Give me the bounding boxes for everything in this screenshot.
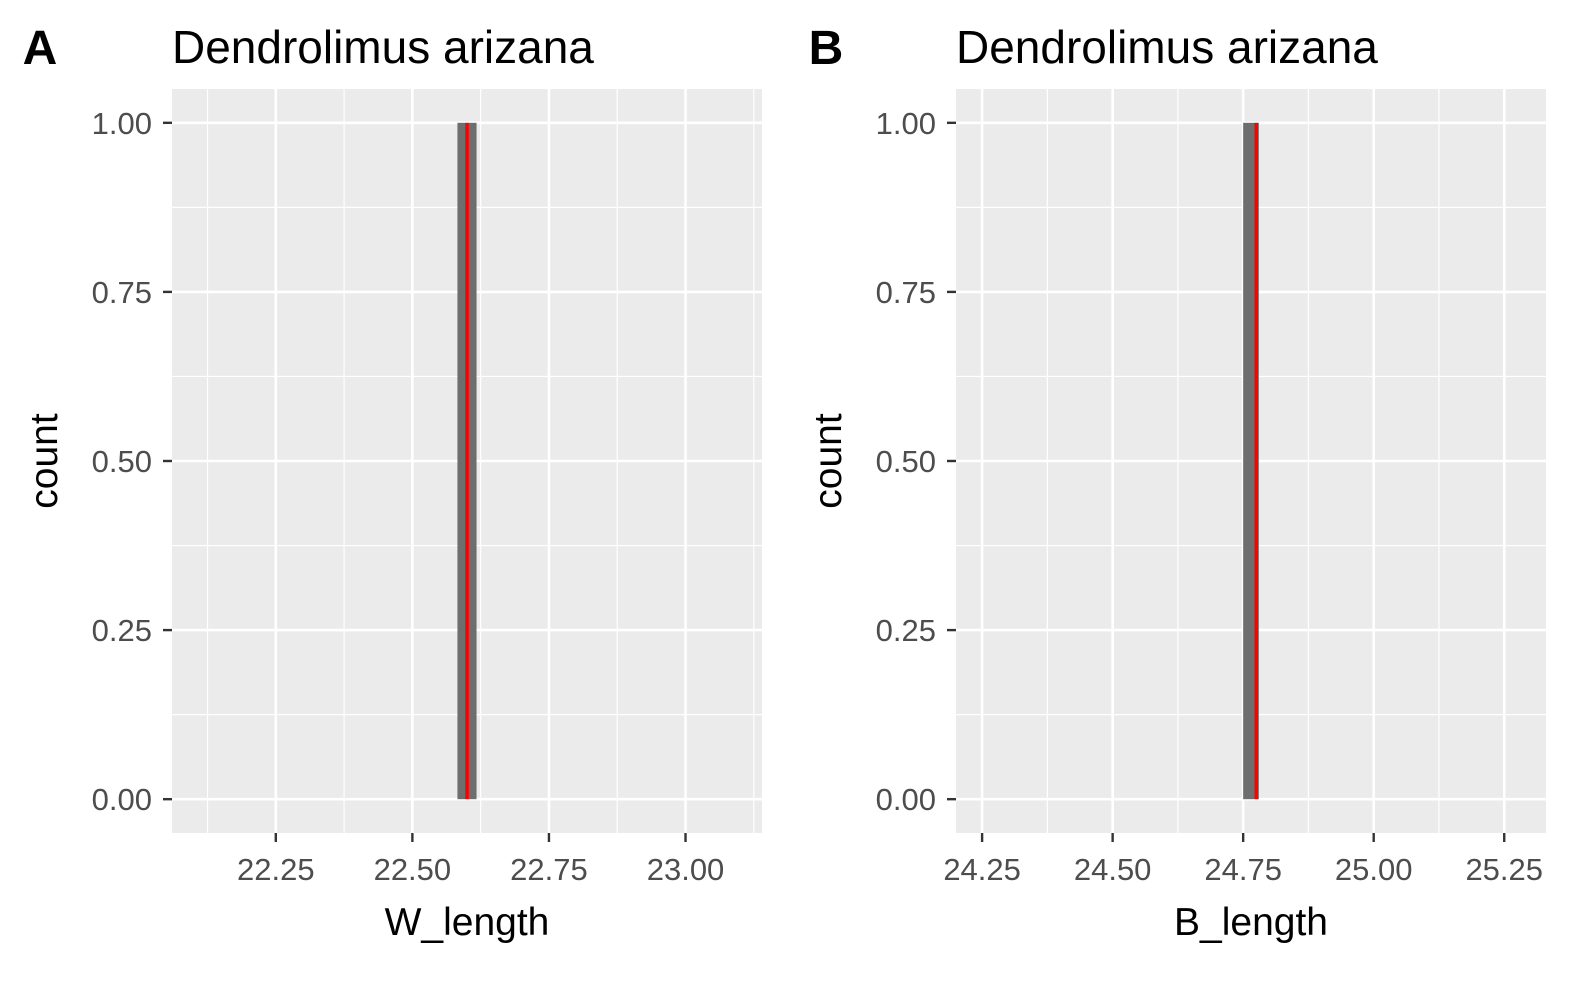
x-tick-label: 22.25 — [237, 852, 315, 887]
y-axis-title: count — [23, 413, 66, 509]
x-tick-label: 24.25 — [943, 852, 1021, 887]
chart-title: Dendrolimus arizana — [956, 21, 1378, 73]
y-axis-title: count — [807, 413, 850, 509]
x-tick-label: 24.50 — [1074, 852, 1152, 887]
y-tick-label: 0.50 — [92, 444, 152, 479]
x-axis-title: W_length — [385, 901, 550, 944]
y-tick-label: 0.75 — [92, 275, 152, 310]
x-tick-label: 22.50 — [374, 852, 452, 887]
x-tick-label: 23.00 — [647, 852, 725, 887]
x-tick-label: 24.75 — [1204, 852, 1282, 887]
y-tick-label: 0.00 — [92, 782, 152, 817]
y-tick-label: 0.00 — [876, 782, 936, 817]
y-tick-label: 0.50 — [876, 444, 936, 479]
y-tick-label: 1.00 — [92, 106, 152, 141]
y-tick-label: 1.00 — [876, 106, 936, 141]
panel-tag: A — [23, 22, 58, 75]
chart-title: Dendrolimus arizana — [172, 21, 594, 73]
y-tick-label: 0.25 — [92, 613, 152, 648]
x-axis-title: B_length — [1174, 901, 1328, 944]
x-tick-label: 25.00 — [1335, 852, 1413, 887]
y-tick-label: 0.25 — [876, 613, 936, 648]
x-tick-label: 22.75 — [510, 852, 588, 887]
panel-tag: B — [809, 22, 844, 75]
y-tick-label: 0.75 — [876, 275, 936, 310]
x-tick-label: 25.25 — [1465, 852, 1543, 887]
